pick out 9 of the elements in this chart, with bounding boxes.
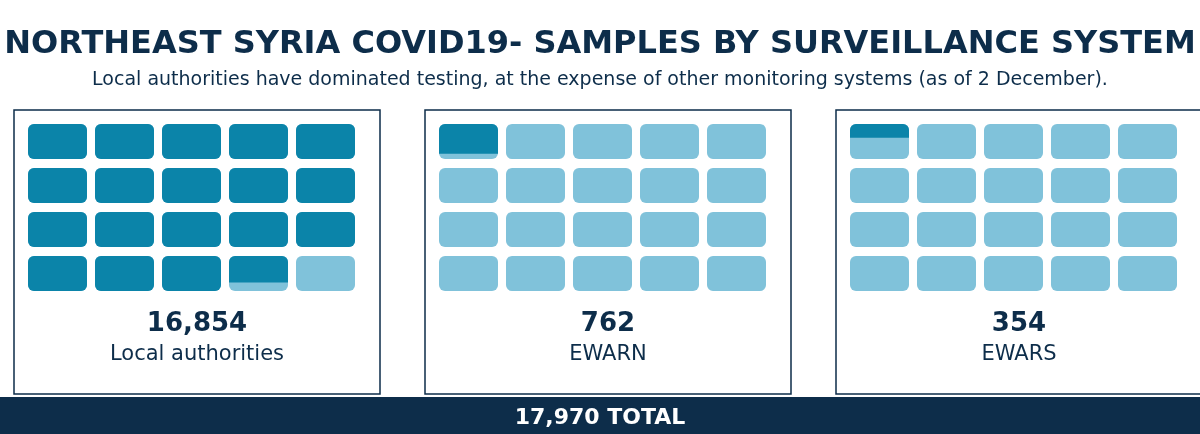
data-label: 762 [580, 307, 636, 337]
data-label: 354 [991, 307, 1047, 337]
text: 17,970 TOTAL [514, 403, 686, 429]
text: NORTHEAST SYRIA COVID19- SAMPLES BY SURVEILLANCE SYSTEM [4, 23, 1196, 61]
data-label: 16,854 [146, 307, 248, 337]
category-label: EWARS [981, 341, 1057, 365]
category-label: Local authorities [109, 341, 285, 365]
category-label: EWARN [569, 341, 647, 365]
text: Local authorities have dominated testing, at the expense of other monitoring systems (as of 2 December). [92, 67, 1108, 89]
